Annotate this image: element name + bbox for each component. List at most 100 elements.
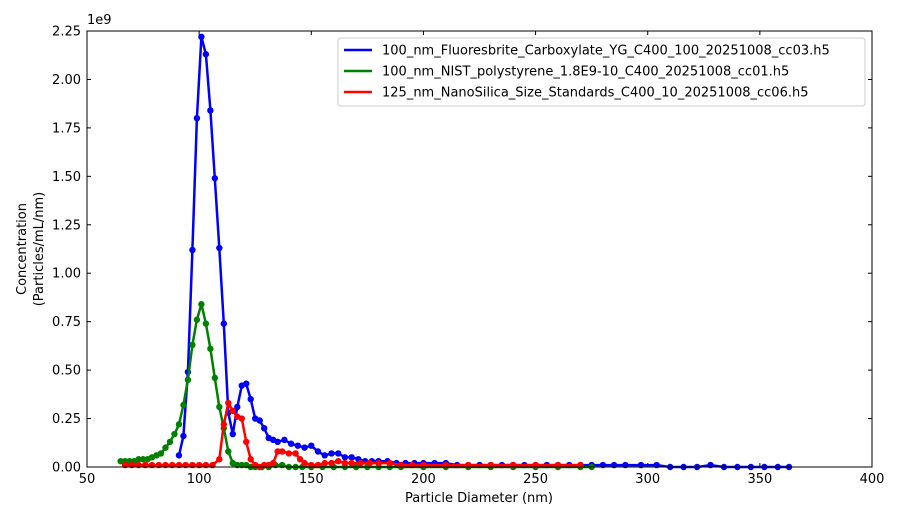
x-tick-label: 200 [411,472,436,487]
data-point [198,301,205,308]
data-point [175,452,183,459]
data-point [366,459,373,467]
data-point [294,442,302,449]
data-point [238,415,245,422]
legend-item: 125_nm_NanoSilica_Size_Standards_C400_10… [344,86,808,101]
data-point [189,246,196,254]
y-axis-label-line2: (Particles/mL/nm) [32,192,47,307]
data-point [375,459,382,467]
data-point [308,442,315,449]
data-point [335,457,342,465]
data-point [207,107,214,114]
data-point [180,401,187,409]
legend-item: 100_nm_Fluoresbrite_Carboxylate_YG_C400_… [344,44,830,59]
y-tick-label: 1.50 [52,170,81,185]
y-tick-label: 1.25 [52,218,81,233]
y-offset-label: 1e9 [87,13,112,28]
y-tick-label: 0.25 [52,412,81,427]
data-point [243,438,250,446]
data-point [328,459,335,467]
data-point [348,459,355,467]
data-point [211,175,219,182]
data-point [166,438,174,446]
data-point [202,51,210,58]
x-tick-label: 150 [299,472,324,487]
data-point [285,450,293,457]
y-tick-label: 2.00 [52,73,81,88]
data-point [314,448,322,455]
legend: 100_nm_Fluoresbrite_Carboxylate_YG_C400_… [337,37,866,107]
legend-label: 100_nm_Fluoresbrite_Carboxylate_YG_C400_… [382,44,830,59]
y-tick-label: 1.75 [52,121,81,136]
legend-item: 100_nm_NIST_polystyrene_1.8E9-10_C400_20… [344,65,789,80]
data-point [274,438,281,446]
data-point [216,456,223,463]
data-point [220,320,228,327]
data-point [292,450,299,457]
plot-frame [86,30,873,468]
data-point [229,407,236,415]
axes-layer: 50 100 150 200 250 300 350 400 0.00 0.25 0.50 0.75 1… [52,25,884,488]
x-tick-label: 50 [79,472,96,487]
data-point [225,399,232,407]
data-point [348,454,355,461]
y-tick-label: 0.50 [52,364,81,379]
data-point [321,452,328,459]
data-point [189,341,196,349]
x-tick-label: 300 [635,472,660,487]
data-point [135,456,142,463]
y-tick-label: 0.75 [52,315,81,330]
data-point [247,395,254,403]
series-3 [121,399,584,471]
data-point [216,403,223,411]
data-point [198,33,205,41]
data-point [193,316,201,323]
legend-label: 125_nm_NanoSilica_Size_Standards_C400_10… [382,86,808,101]
x-tick-label: 250 [523,472,548,487]
data-point [175,421,183,428]
data-point [274,448,281,455]
data-point [386,459,393,467]
data-point [162,444,169,451]
data-point [247,456,254,463]
data-point [180,432,187,440]
data-point [260,425,268,432]
data-point [157,450,165,457]
data-point [171,430,178,438]
legend-label: 100_nm_NIST_polystyrene_1.8E9-10_C400_20… [382,65,789,80]
data-point [117,457,124,465]
data-point [229,430,236,438]
data-point [216,244,223,252]
x-tick-label: 400 [860,472,885,487]
data-point [341,459,349,467]
data-point [296,456,304,463]
data-point [341,454,349,461]
data-point [301,459,308,467]
y-tick-label: 2.25 [52,25,81,40]
data-point [357,459,364,467]
data-point [281,436,288,444]
legend-box [337,37,866,107]
y-axis-label-line1: Concentration [15,203,30,295]
data-point [287,440,295,447]
x-tick-label: 350 [747,472,772,487]
data-point [139,456,147,463]
data-point [220,421,228,428]
x-axis-label: Particle Diameter (nm) [405,491,553,506]
data-point [278,448,286,455]
data-point [184,376,192,383]
data-point [234,403,241,411]
y-tick-label: 0.00 [52,461,81,476]
data-point [243,380,250,387]
data-point [211,374,219,382]
data-point [301,444,308,451]
data-point [207,345,214,352]
data-point [321,459,328,467]
data-point [256,417,263,424]
y-tick-label: 1.00 [52,267,81,282]
data-point [328,450,335,457]
data-point [202,320,210,327]
data-point [225,448,232,455]
